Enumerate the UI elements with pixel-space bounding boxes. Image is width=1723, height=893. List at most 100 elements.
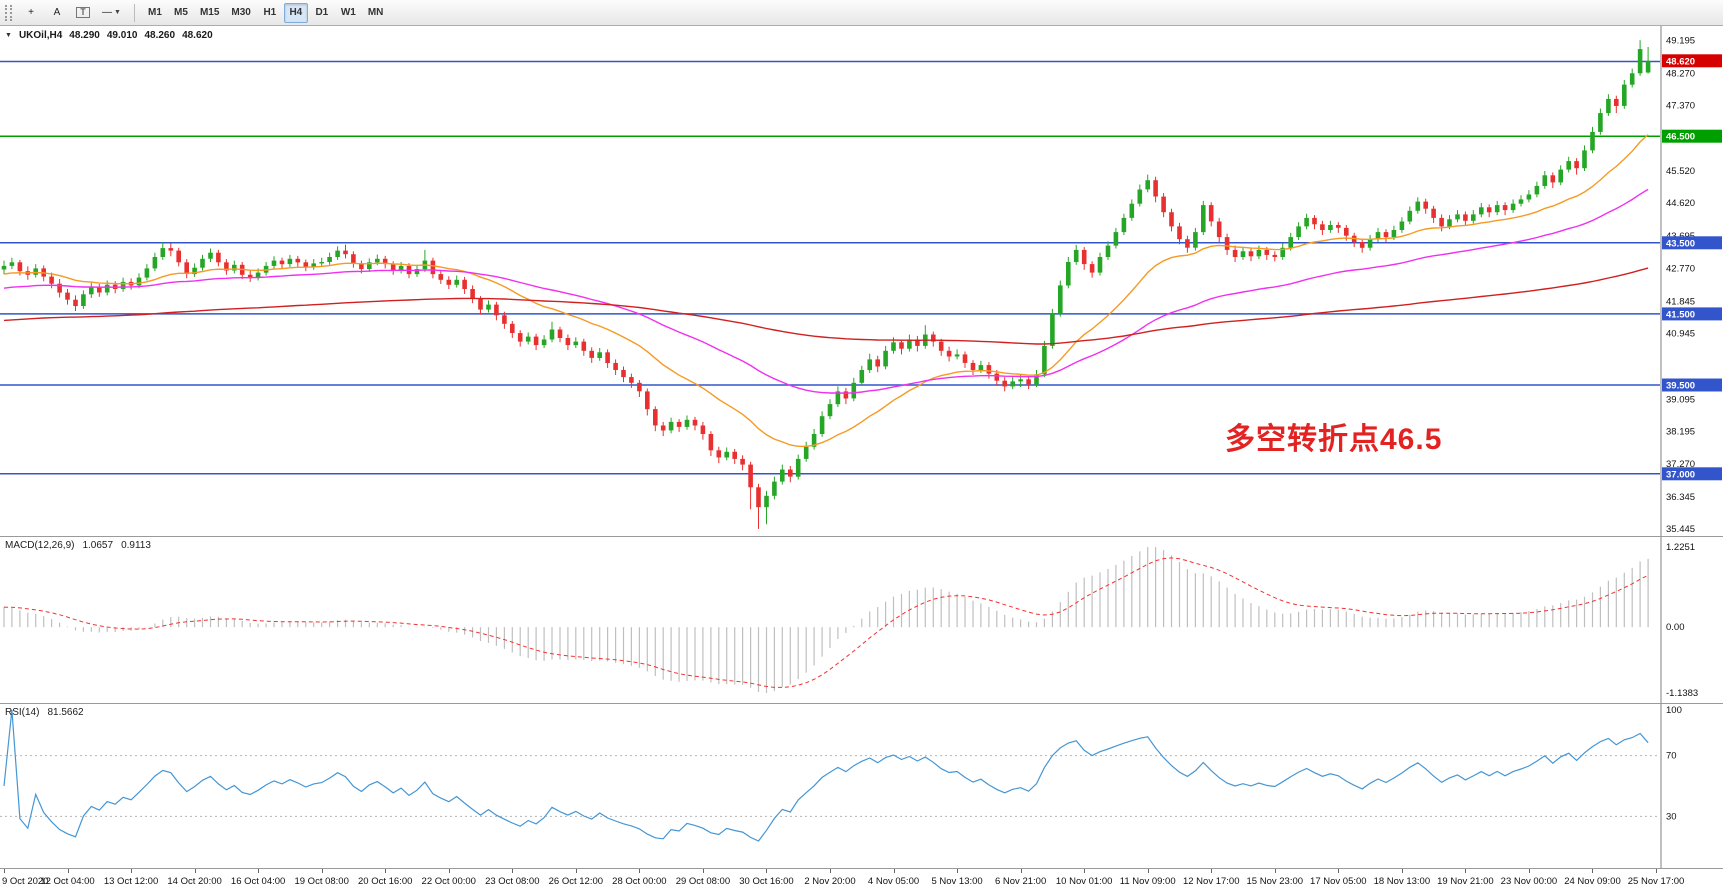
time-label: 25 Nov 17:00 <box>1627 876 1685 887</box>
time-tick <box>385 869 387 873</box>
time-tick <box>893 869 895 873</box>
ohlc-high: 49.010 <box>106 30 138 41</box>
time-label: 2 Nov 20:00 <box>804 876 856 887</box>
toolbar-grip[interactable] <box>5 4 12 21</box>
svg-text:30: 30 <box>1666 811 1677 822</box>
time-label: 29 Oct 08:00 <box>675 876 731 887</box>
timeframe-button-m5[interactable]: M5 <box>173 7 188 18</box>
time-label: 20 Oct 16:00 <box>358 876 413 887</box>
horizontal-line-tool[interactable]: — ▼ <box>97 3 126 23</box>
ma-line-fast-orange <box>3 134 1649 447</box>
svg-text:42.770: 42.770 <box>1666 264 1695 275</box>
rsi-value: 81.5662 <box>47 707 84 718</box>
text-box-tool[interactable]: T <box>71 3 95 23</box>
time-label: 16 Oct 04:00 <box>230 876 286 887</box>
time-tick <box>448 869 450 873</box>
time-tick <box>1274 869 1276 873</box>
time-tick <box>639 869 641 873</box>
time-label: 22 Oct 00:00 <box>421 876 476 887</box>
time-tick <box>3 869 5 873</box>
time-label: 15 Nov 23:00 <box>1246 876 1304 887</box>
timeframe-button-m15[interactable]: M15 <box>199 7 220 18</box>
time-label: 4 Nov 05:00 <box>867 876 920 887</box>
text-label-tool[interactable]: A <box>45 3 69 23</box>
time-tick <box>1211 869 1213 873</box>
rsi-indicator-name: RSI(14) <box>5 707 40 718</box>
main-price-pane[interactable]: 49.19548.27047.37045.52044.62043.69542.7… <box>0 26 1723 537</box>
macd-signal-value: 0.9113 <box>121 540 151 551</box>
timeframe-button-h1[interactable]: H1 <box>263 7 277 18</box>
svg-text:43.500: 43.500 <box>1666 238 1695 249</box>
time-label: 23 Nov 00:00 <box>1500 876 1558 887</box>
candlesticks <box>1 40 1651 529</box>
timeframe-button-h4[interactable]: H4 <box>283 2 308 23</box>
horizontal-line-tool-icon: — <box>102 6 112 18</box>
timeframe-button-m1[interactable]: M1 <box>147 7 162 18</box>
svg-text:44.620: 44.620 <box>1666 198 1695 209</box>
time-tick <box>957 869 959 873</box>
time-label: 10 Nov 01:00 <box>1055 876 1113 887</box>
rsi-label: RSI(14) 81.5662 <box>5 707 84 718</box>
text-label-tool-icon: A <box>53 6 61 18</box>
ohlc-low: 48.260 <box>144 30 176 41</box>
svg-text:47.370: 47.370 <box>1666 100 1695 111</box>
time-label: 12 Oct 04:00 <box>40 876 95 887</box>
time-tick <box>194 869 196 873</box>
time-tick <box>1401 869 1403 873</box>
svg-text:45.520: 45.520 <box>1666 166 1695 177</box>
macd-canvas[interactable]: 1.2251 0.00 -1.1383 <box>0 537 1723 703</box>
cursor-tool[interactable]: + <box>19 3 43 23</box>
svg-text:39.500: 39.500 <box>1666 381 1695 392</box>
ohlc-close: 48.620 <box>182 30 213 41</box>
time-tick <box>1338 869 1340 873</box>
time-tick <box>512 869 514 873</box>
price-axis[interactable]: 49.19548.27047.37045.52044.62043.69542.7… <box>1662 35 1722 535</box>
svg-text:0.00: 0.00 <box>1666 622 1685 633</box>
timeframe-button-mn[interactable]: MN <box>367 7 384 18</box>
ma-line-medium-magenta <box>3 188 1649 394</box>
macd-label: MACD(12,26,9) 1.0657 0.9113 <box>5 540 151 551</box>
svg-text:49.195: 49.195 <box>1666 35 1695 46</box>
time-tick <box>766 869 768 873</box>
rsi-canvas[interactable]: 100 70 30 <box>0 704 1723 868</box>
symbol-dropdown-icon[interactable]: ▼ <box>5 32 12 39</box>
macd-histogram <box>3 547 1649 693</box>
macd-main-value: 1.0657 <box>82 540 114 551</box>
time-tick <box>1465 869 1467 873</box>
level-lines[interactable] <box>0 60 1660 475</box>
svg-text:1.2251: 1.2251 <box>1666 542 1695 553</box>
time-tick <box>1656 869 1658 873</box>
rsi-pane[interactable]: 100 70 30 RSI(14) 81.5662 <box>0 704 1723 869</box>
time-label: 23 Oct 08:00 <box>485 876 540 887</box>
main-chart-canvas[interactable]: 49.19548.27047.37045.52044.62043.69542.7… <box>0 26 1723 536</box>
timeframe-button-w1[interactable]: W1 <box>340 7 356 18</box>
time-label: 12 Nov 17:00 <box>1182 876 1240 887</box>
time-tick <box>830 869 831 873</box>
svg-text:-1.1383: -1.1383 <box>1666 688 1698 699</box>
time-label: 24 Nov 09:00 <box>1564 876 1621 887</box>
time-label: 17 Nov 05:00 <box>1310 876 1367 887</box>
time-label: 28 Oct 00:00 <box>612 876 667 887</box>
macd-signal-line <box>3 557 1649 688</box>
time-tick <box>575 869 577 873</box>
time-axis[interactable]: 9 Oct 2020 12 Oct 04:00 13 Oct 12:00 14 Oct… <box>0 869 1723 893</box>
time-tick <box>1528 869 1530 873</box>
time-label: 11 Nov 09:00 <box>1119 876 1176 887</box>
time-label: 19 Nov 21:00 <box>1437 876 1494 887</box>
time-tick <box>131 869 133 873</box>
toolbar: + A T — ▼ M1 M5 M15 M30 H1 H4 D1 W1 MN <box>0 0 1723 26</box>
time-tick <box>1020 869 1022 873</box>
time-tick <box>258 869 260 873</box>
time-tick <box>321 869 323 873</box>
svg-text:36.345: 36.345 <box>1666 492 1695 503</box>
svg-text:48.270: 48.270 <box>1666 68 1695 79</box>
time-label: 14 Oct 20:00 <box>167 876 222 887</box>
rsi-line <box>3 709 1649 842</box>
time-label: 26 Oct 12:00 <box>548 876 604 887</box>
svg-text:46.500: 46.500 <box>1666 132 1695 143</box>
timeframe-button-d1[interactable]: D1 <box>315 7 329 18</box>
time-label: 19 Oct 08:00 <box>294 876 349 887</box>
chart-window: 49.19548.27047.37045.52044.62043.69542.7… <box>0 26 1723 893</box>
timeframe-button-m30[interactable]: M30 <box>231 7 251 18</box>
macd-pane[interactable]: 1.2251 0.00 -1.1383 MACD(12,26,9) 1.0657 0… <box>0 537 1723 704</box>
